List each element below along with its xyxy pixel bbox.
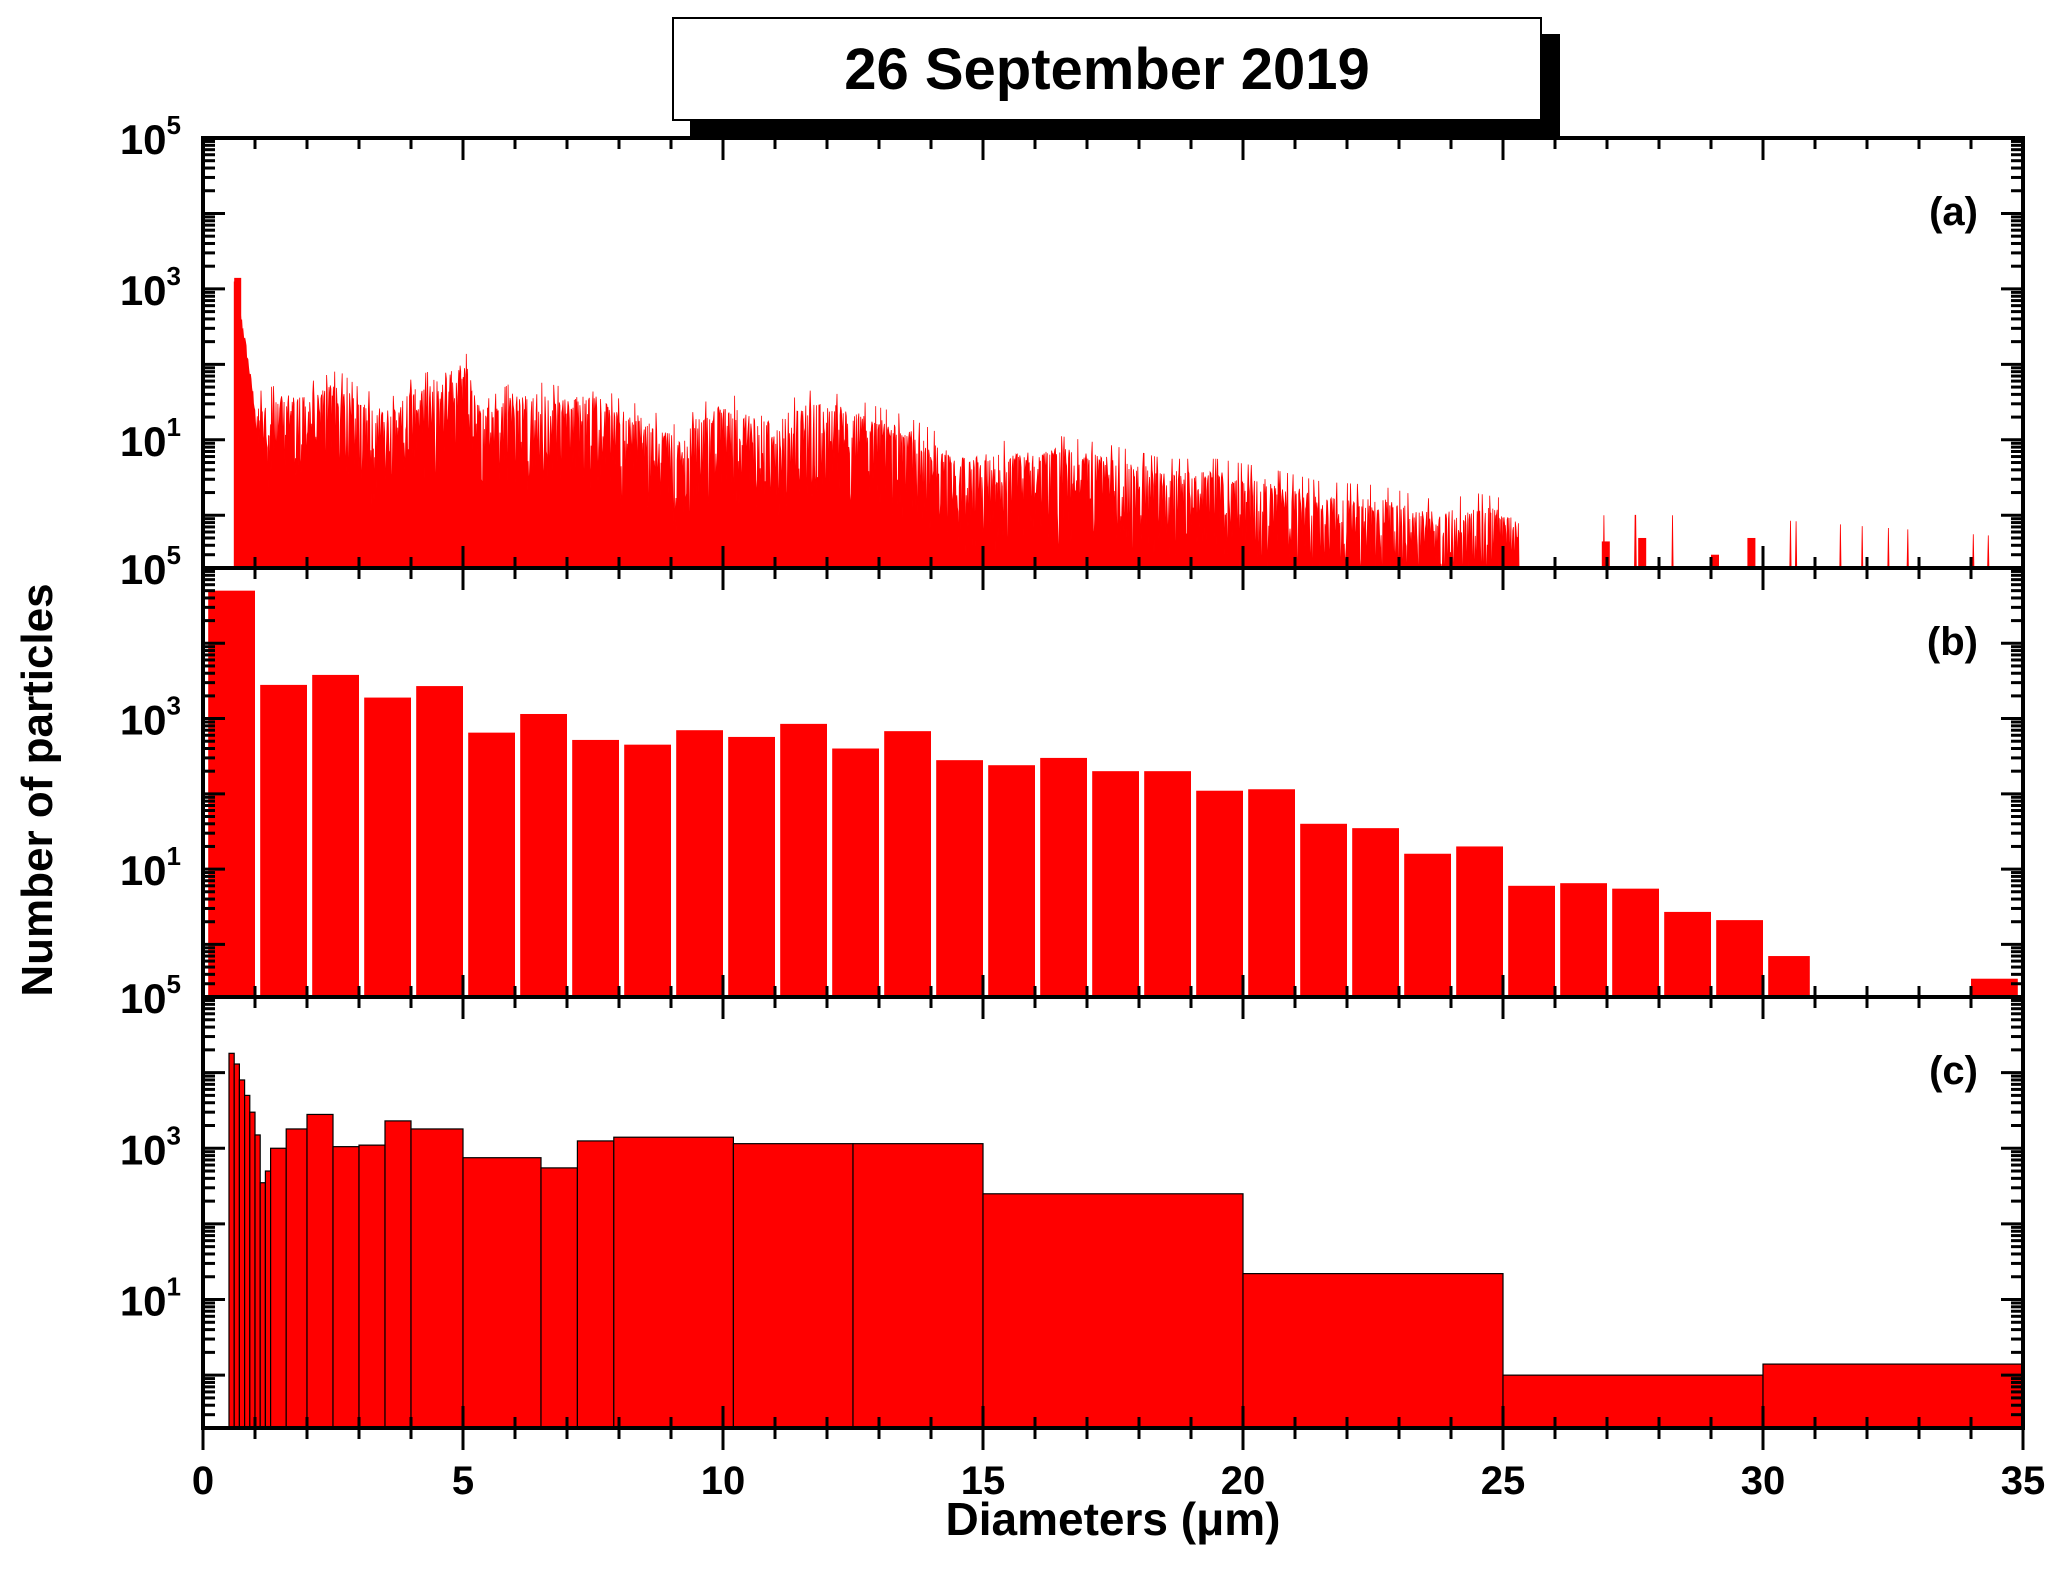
bar <box>410 1128 464 1428</box>
bars-group <box>228 1052 2023 1428</box>
bar <box>254 1134 261 1428</box>
x-axis-label: Diameters (μm) <box>946 1493 1281 1545</box>
y-tick-label: 103 <box>120 261 181 314</box>
bar <box>1664 911 1711 997</box>
y-tick-label: 103 <box>120 1120 181 1173</box>
bar <box>576 1140 615 1428</box>
bar <box>732 1143 854 1428</box>
bar <box>728 736 775 997</box>
y-tick-label: 105 <box>120 540 181 593</box>
bar <box>1601 541 1610 568</box>
bar <box>312 674 359 997</box>
bar <box>982 1193 1244 1428</box>
bar <box>852 1143 984 1428</box>
bar-peak <box>234 277 242 568</box>
bar <box>332 1146 360 1428</box>
bar <box>1300 823 1347 997</box>
bar <box>540 1167 579 1428</box>
bar <box>416 686 463 997</box>
y-tick-label: 105 <box>120 969 181 1022</box>
bar <box>1971 978 2018 997</box>
y-tick-label: 105 <box>120 110 181 163</box>
bar <box>832 748 879 997</box>
bar <box>1711 554 1719 568</box>
bar <box>1456 846 1503 997</box>
histogram-spikes <box>233 281 2023 568</box>
chart-title: 26 September 2019 <box>672 17 1542 121</box>
bar <box>306 1113 334 1428</box>
bar <box>572 739 619 997</box>
x-tick-label: 10 <box>701 1459 746 1503</box>
bars-group <box>233 277 2023 568</box>
bar <box>264 1170 272 1428</box>
x-tick-label: 20 <box>1221 1459 1266 1503</box>
panel-0: 105 103 101 (a) <box>120 110 2025 570</box>
panel-label: (a) <box>1929 190 1978 234</box>
y-tick-label: 103 <box>120 691 181 744</box>
x-tick-label: 35 <box>2001 1459 2046 1503</box>
bar <box>936 760 983 997</box>
bar <box>260 684 307 997</box>
x-tick-label: 5 <box>452 1459 474 1503</box>
bar <box>1560 883 1607 997</box>
bar <box>285 1128 308 1428</box>
bar <box>270 1147 287 1428</box>
bar <box>780 723 827 997</box>
y-tick-label: 101 <box>120 841 181 894</box>
bar <box>233 1063 240 1428</box>
y-axis-label: Number of particles <box>13 583 62 996</box>
bar <box>1612 888 1659 997</box>
axes-frame <box>201 995 2025 1430</box>
bar <box>1762 1363 2023 1428</box>
bar <box>1144 771 1191 997</box>
x-tick-label: 25 <box>1481 1459 1526 1503</box>
bar <box>259 1182 267 1428</box>
bar <box>1747 537 1756 568</box>
bar <box>1242 1273 1504 1428</box>
bar <box>462 1157 542 1428</box>
bar <box>1196 790 1243 997</box>
bars-group <box>208 590 2018 997</box>
y-tick-label: 101 <box>120 1272 181 1325</box>
x-tick-label: 30 <box>1741 1459 1786 1503</box>
bar <box>384 1120 412 1428</box>
bar <box>676 730 723 997</box>
x-tick-label: 0 <box>192 1459 214 1503</box>
bar <box>988 765 1035 997</box>
bar <box>1502 1374 1764 1428</box>
bar <box>228 1052 235 1428</box>
panel-1: 105 103 101 (b) <box>120 540 2025 999</box>
bar <box>1768 956 1810 997</box>
panel-label: (c) <box>1929 1049 1978 1093</box>
bar <box>1638 537 1647 568</box>
panel-2: 105 103 101 (c) 0 5 10 15 20 25 30 35 Diameters (μm) <box>120 969 2045 1545</box>
x-tick-label: 15 <box>961 1459 1006 1503</box>
bar <box>244 1094 251 1428</box>
bar <box>358 1144 386 1428</box>
bar <box>1352 828 1399 997</box>
y-tick-label: 101 <box>120 412 181 465</box>
bar <box>613 1136 734 1428</box>
bar <box>1716 920 1763 997</box>
bar <box>249 1111 256 1428</box>
bar <box>468 732 515 997</box>
bar <box>238 1079 246 1428</box>
bar <box>624 744 671 997</box>
panel-label: (b) <box>1927 620 1978 664</box>
bar <box>1092 771 1139 997</box>
bar <box>364 697 411 997</box>
bar <box>1508 885 1555 997</box>
bar <box>1248 789 1295 997</box>
bar <box>884 731 931 997</box>
bar <box>1040 757 1087 997</box>
bar <box>520 713 567 997</box>
bar <box>1404 853 1451 997</box>
